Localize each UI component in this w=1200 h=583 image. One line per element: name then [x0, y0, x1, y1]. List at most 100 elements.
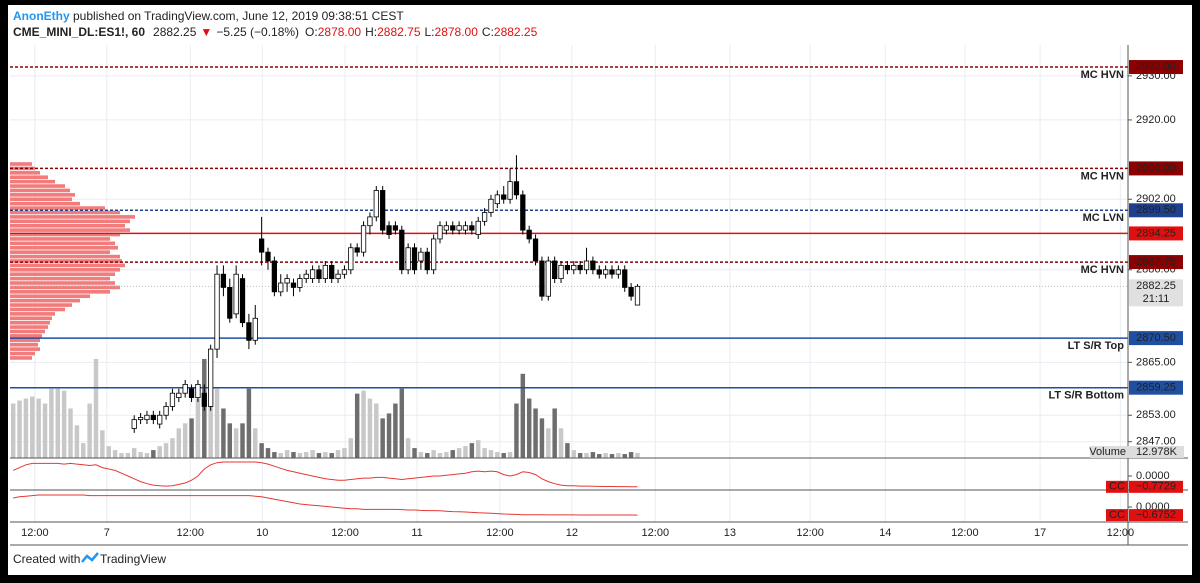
volume-bar	[367, 398, 373, 458]
candle-body	[290, 282, 297, 288]
candle-body	[634, 285, 641, 306]
candle-body	[163, 406, 169, 416]
last-price-label: 2882.25	[1136, 280, 1176, 292]
y-tick-label: 2853.00	[1136, 409, 1176, 421]
volume-bar	[93, 358, 99, 458]
level-tag	[1129, 226, 1183, 241]
volume-bar	[450, 450, 455, 458]
volume-bar	[418, 452, 424, 458]
volume-profile-bar	[10, 263, 125, 268]
volume-bar	[291, 452, 296, 458]
volume-bar	[539, 418, 545, 458]
candle-body	[558, 264, 564, 280]
volume-bar	[628, 452, 634, 458]
volume-bar	[533, 408, 538, 458]
volume-bar	[303, 452, 309, 458]
volume-profile-bar	[10, 254, 120, 259]
volume-bar	[431, 450, 436, 458]
volume-bar	[61, 390, 67, 458]
volume-bar	[125, 453, 131, 458]
level-tag	[1129, 161, 1183, 176]
volume-bar	[393, 403, 398, 458]
o: 2878.00	[318, 25, 362, 39]
candle-body	[526, 229, 532, 240]
x-tick-label: 7	[104, 527, 110, 539]
volume-bar	[310, 450, 315, 458]
volume-bar	[316, 453, 322, 458]
volume-bar	[189, 418, 194, 458]
volume-profile-bar	[10, 356, 32, 360]
candle-body	[329, 264, 335, 280]
x-tick-label: 12:00	[796, 527, 824, 539]
change: −5.25 (−0.18%)	[216, 25, 299, 39]
candle-body	[220, 273, 227, 288]
volume-profile-bar	[10, 250, 110, 254]
candle-body	[360, 225, 367, 253]
h: 2882.75	[377, 25, 421, 39]
volume-bar	[272, 452, 277, 458]
volume-bar	[425, 453, 430, 458]
x-tick-label: 12	[566, 527, 578, 539]
volume-bar	[284, 450, 290, 458]
candle-body	[157, 414, 163, 425]
volume-profile-bar	[10, 272, 115, 276]
volume-profile-bar	[10, 338, 40, 343]
author[interactable]: AnonEthy	[13, 9, 70, 23]
volume-bar	[514, 403, 519, 458]
last-price-tag	[1129, 279, 1183, 307]
volume-bar	[138, 452, 143, 458]
volume-bar	[144, 453, 150, 458]
volume-profile-bar	[10, 162, 32, 166]
volume-bar	[23, 398, 29, 458]
volume-profile-bar	[10, 215, 135, 219]
level-tag-label: 2887.75	[1136, 256, 1176, 268]
footer-brand[interactable]: TradingView	[100, 552, 166, 566]
volume-bar	[87, 403, 92, 458]
volume-bar	[552, 408, 557, 458]
volume-bar	[74, 425, 80, 458]
volume-bar	[597, 454, 602, 458]
volume-bar	[246, 388, 252, 458]
indicator-name-tag	[1106, 509, 1128, 522]
candle-body	[622, 269, 628, 288]
volume-profile-bar	[10, 175, 48, 180]
volume-bar	[278, 453, 283, 458]
volume-profile-bar	[10, 232, 120, 237]
volume-bar	[176, 428, 182, 458]
volume-profile-bar	[10, 206, 105, 210]
volume-bar	[10, 403, 16, 458]
x-tick-label: 12:00	[331, 527, 359, 539]
x-tick-label: 12:00	[21, 527, 49, 539]
candle-body	[354, 247, 360, 253]
x-tick-label: 13	[724, 527, 736, 539]
volume-profile-bar	[10, 347, 40, 351]
volume-bar	[405, 438, 411, 458]
volume-profile-bar	[10, 259, 122, 263]
volume-bar	[635, 452, 640, 458]
footer-created: Created with	[13, 552, 80, 566]
volume-profile-bar	[10, 210, 120, 215]
arrow: ▼	[200, 25, 212, 39]
x-tick-label: 12:00	[1107, 527, 1135, 539]
header-line-2: CME_MINI_DL:ES1!, 60 2882.25 ▼ −5.25 (−0.18…	[13, 25, 538, 39]
volume-bar	[526, 398, 532, 458]
volume-bar	[609, 454, 615, 458]
candle-body	[380, 190, 386, 231]
indicator-name: CC	[1109, 509, 1125, 521]
candle-body	[609, 269, 615, 275]
level-tag-label: 2859.25	[1136, 382, 1176, 394]
level-tag	[1129, 331, 1183, 346]
indicator-value: −0.7729	[1136, 481, 1176, 493]
candle-body	[469, 225, 475, 231]
candle-body	[246, 322, 252, 341]
y-tick-label: 2847.00	[1136, 436, 1176, 448]
indicator-value-tag	[1129, 509, 1183, 522]
candle-body	[399, 229, 405, 271]
h-label: H:	[365, 25, 377, 39]
volume-profile-bar	[10, 276, 110, 281]
volume-bar	[163, 443, 169, 458]
volume-profile-bar	[10, 171, 40, 175]
candle-body	[239, 278, 246, 324]
candle-body	[303, 273, 309, 280]
volume-bar	[68, 408, 73, 458]
